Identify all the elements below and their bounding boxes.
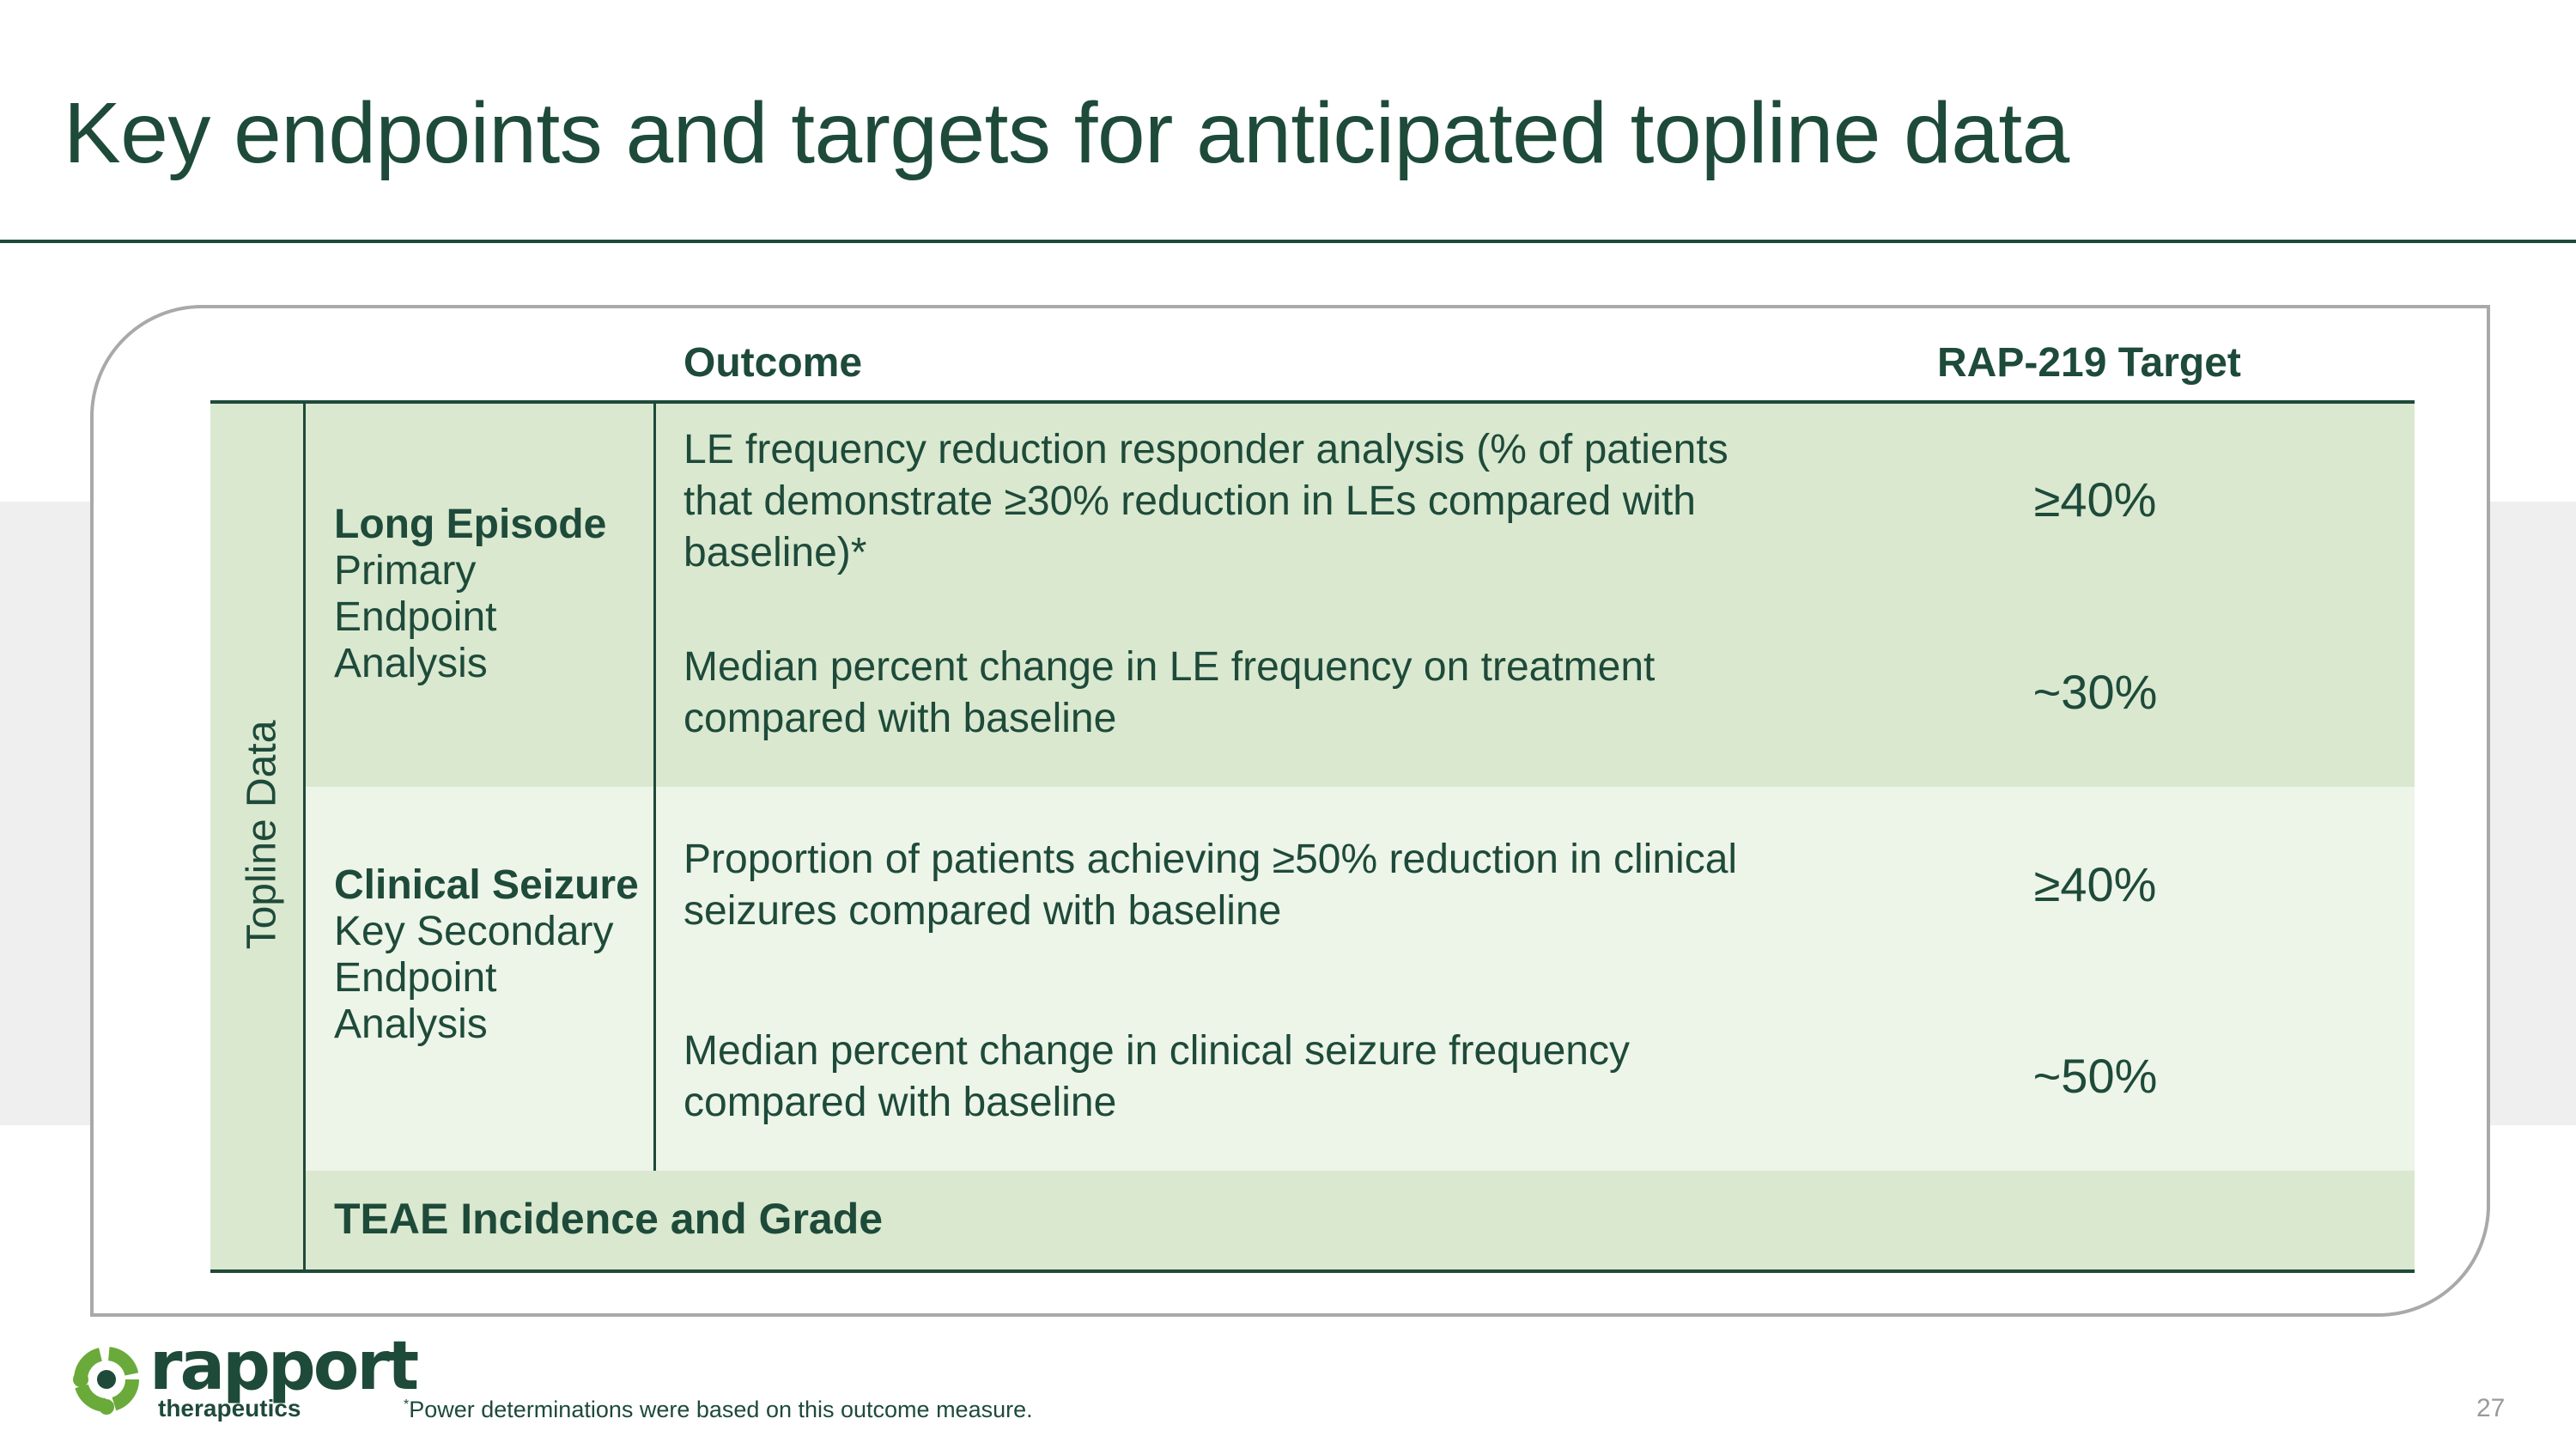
- group-label-clinical-seizure: Clinical Seizure Key Secondary Endpoint …: [334, 862, 643, 1048]
- page-number: 27: [2476, 1394, 2506, 1422]
- group-label-rest: Primary Endpoint Analysis: [334, 548, 497, 686]
- group-label-bold: Long Episode: [334, 502, 607, 547]
- group-label-rest: Key Secondary Endpoint Analysis: [334, 909, 614, 1047]
- header-divider: [210, 400, 2415, 404]
- table-bottom-divider: [210, 1269, 2415, 1273]
- footnote-text: Power determinations were based on this …: [409, 1397, 1033, 1422]
- group-label-bold: Clinical Seizure: [334, 862, 639, 908]
- teae-row-bg: [304, 1171, 2415, 1269]
- teae-row-label: TEAE Incidence and Grade: [334, 1195, 884, 1243]
- footnote-mark: *: [404, 1397, 410, 1412]
- topline-data-label: Topline Data: [239, 720, 285, 950]
- outcome-header: Outcome: [683, 340, 863, 386]
- side-divider: [303, 404, 306, 1271]
- target-cell: ≥40%: [2033, 472, 2157, 527]
- outcome-cell: LE frequency reduction responder analysi…: [683, 427, 1728, 575]
- target-header: RAP-219 Target: [1937, 340, 2241, 386]
- side-label-cell: [210, 404, 304, 1269]
- target-cell: ≥40%: [2033, 857, 2157, 911]
- group-label-long-episode: Long Episode Primary Endpoint Analysis: [334, 502, 643, 687]
- outcome-cell: Proportion of patients achieving ≥50% re…: [683, 837, 1738, 934]
- slide-title: Key endpoints and targets for anticipate…: [64, 85, 2069, 181]
- target-cell: ~50%: [2032, 1049, 2158, 1103]
- footnote: *Power determinations were based on this…: [404, 1397, 1033, 1423]
- logo-subtitle: therapeutics: [158, 1395, 301, 1422]
- logo-wordmark: rapport: [149, 1328, 419, 1405]
- title-divider: [0, 240, 2576, 243]
- rapport-logo-icon: [73, 1347, 139, 1415]
- label-divider: [653, 404, 656, 1171]
- outcome-cell: Median percent change in LE frequency on…: [683, 644, 1656, 741]
- outcome-cell: Median percent change in clinical seizur…: [683, 1028, 1630, 1125]
- company-logo: rapport therapeutics: [64, 1328, 419, 1431]
- target-cell: ~30%: [2032, 665, 2158, 719]
